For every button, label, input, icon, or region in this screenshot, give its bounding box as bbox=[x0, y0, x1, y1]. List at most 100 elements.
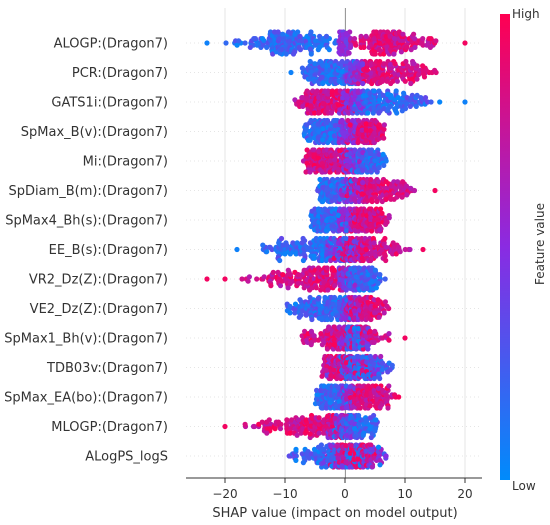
shap-point bbox=[384, 303, 390, 309]
shap-point bbox=[372, 267, 378, 273]
feature-swarm bbox=[308, 206, 392, 234]
shap-point bbox=[278, 235, 285, 242]
shap-point bbox=[337, 148, 343, 154]
feature-swarm bbox=[301, 117, 387, 146]
shap-point bbox=[320, 80, 326, 86]
shap-point bbox=[423, 67, 429, 73]
shap-point bbox=[399, 194, 405, 200]
shap-point bbox=[320, 137, 326, 143]
shap-point bbox=[307, 169, 313, 175]
shap-point bbox=[304, 147, 310, 153]
shap-point bbox=[297, 47, 303, 53]
shap-point bbox=[292, 97, 298, 103]
feature-swarm bbox=[234, 235, 426, 264]
shap-point bbox=[316, 94, 322, 101]
shap-point bbox=[420, 36, 426, 42]
shap-point bbox=[372, 158, 378, 164]
shap-point bbox=[297, 297, 303, 303]
shap-point bbox=[365, 299, 371, 305]
shap-point bbox=[381, 61, 387, 67]
shap-point bbox=[307, 294, 313, 301]
shap-point bbox=[300, 103, 306, 109]
shap-point bbox=[324, 265, 330, 271]
shap-point bbox=[299, 65, 305, 71]
shap-point bbox=[320, 62, 326, 68]
shap-point bbox=[386, 337, 392, 343]
shap-point bbox=[277, 257, 283, 264]
shap-point bbox=[384, 219, 390, 225]
shap-point bbox=[391, 196, 397, 202]
shap-point bbox=[368, 70, 374, 76]
shap-point bbox=[368, 176, 374, 183]
shap-point bbox=[296, 314, 302, 320]
shap-point bbox=[400, 179, 406, 185]
shap-point bbox=[378, 206, 384, 212]
shap-point bbox=[288, 69, 294, 76]
shap-point bbox=[402, 335, 408, 341]
feature-swarm bbox=[319, 353, 395, 382]
shap-point bbox=[395, 95, 401, 101]
shap-point bbox=[381, 122, 387, 128]
shap-point bbox=[234, 246, 240, 253]
shap-point bbox=[245, 278, 251, 284]
shap-point bbox=[335, 102, 342, 108]
shap-point bbox=[397, 249, 403, 255]
shap-point bbox=[371, 339, 377, 345]
shap-point bbox=[329, 88, 335, 94]
shap-point bbox=[462, 40, 468, 46]
shap-point bbox=[373, 29, 379, 35]
shap-point bbox=[387, 61, 394, 68]
shap-point bbox=[375, 297, 381, 303]
shap-point bbox=[308, 69, 314, 75]
shap-point bbox=[303, 312, 309, 318]
shap-point bbox=[355, 325, 361, 332]
shap-point bbox=[376, 314, 382, 320]
shap-point bbox=[247, 44, 253, 51]
shap-point bbox=[382, 235, 388, 242]
shap-point bbox=[264, 249, 270, 255]
shap-point bbox=[367, 328, 373, 334]
shap-point bbox=[371, 88, 377, 94]
shap-point bbox=[386, 213, 392, 219]
shap-point bbox=[315, 337, 321, 343]
shap-point bbox=[351, 308, 357, 314]
shap-point bbox=[420, 42, 426, 48]
shap-point bbox=[319, 74, 325, 80]
shap-point bbox=[403, 58, 409, 65]
shap-point bbox=[353, 42, 359, 48]
shap-point bbox=[308, 342, 314, 348]
dots-layer bbox=[204, 29, 468, 470]
shap-point bbox=[381, 310, 387, 316]
shap-point bbox=[374, 198, 380, 205]
shap-point bbox=[367, 183, 373, 189]
shap-point bbox=[376, 88, 382, 94]
shap-point bbox=[433, 38, 439, 44]
shap-point bbox=[292, 301, 299, 307]
shap-point bbox=[411, 187, 418, 194]
shap-point bbox=[378, 353, 384, 360]
shap-point bbox=[369, 198, 375, 205]
shap-point bbox=[462, 99, 468, 105]
shap-point bbox=[382, 276, 388, 282]
shap-point bbox=[323, 367, 329, 373]
shap-point bbox=[363, 138, 369, 144]
shap-point bbox=[347, 122, 353, 128]
shap-point bbox=[375, 280, 381, 286]
shap-point bbox=[234, 42, 240, 48]
shap-point bbox=[407, 103, 413, 109]
shap-point bbox=[295, 29, 301, 35]
shap-point bbox=[287, 303, 293, 309]
shap-point bbox=[402, 78, 408, 84]
shap-point bbox=[319, 42, 325, 48]
shap-point bbox=[280, 31, 286, 37]
shap-point bbox=[223, 40, 229, 46]
shap-point bbox=[404, 63, 411, 69]
shap-point bbox=[377, 375, 383, 382]
shap-point bbox=[313, 90, 319, 96]
shap-point bbox=[319, 373, 325, 379]
shap-point bbox=[288, 30, 294, 36]
shap-point bbox=[371, 77, 377, 83]
shap-point bbox=[320, 198, 326, 205]
